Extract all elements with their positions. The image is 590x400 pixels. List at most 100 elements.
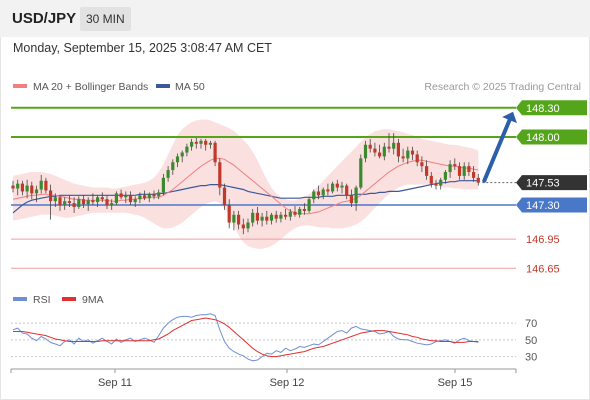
candle [302,203,306,215]
price-levels: 148.30 148.00 147.53 147.30 146.95 146.65 [11,100,587,275]
x-tick-label: Sep 15 [438,377,473,389]
candle [284,208,288,220]
rsi-line [12,313,479,362]
ma9-legend-label: 9MA [82,294,104,306]
bollinger-band-fill [13,119,479,249]
candle [354,185,358,211]
candle [335,179,339,192]
candle-body [119,193,123,198]
candle [237,210,241,230]
candle [373,142,377,157]
candle-body [30,185,34,194]
candle [443,170,447,184]
candle-body [378,152,382,157]
candle [255,206,259,225]
rsi-tick-50: 50 [525,335,537,347]
candle [133,196,137,207]
candle-body [467,166,471,172]
candle-body [128,195,133,203]
candle [81,195,86,208]
projection-arrow [482,111,517,183]
candle-body [96,197,100,203]
candle-body [152,194,156,197]
candle-body [138,195,142,200]
candle [448,160,452,178]
candle-body [11,185,15,189]
candle-body [91,200,95,203]
bollinger-bands [13,119,479,249]
candle [331,181,335,194]
candle [293,206,297,217]
candle [96,195,100,207]
candle [462,162,466,180]
candle [288,208,292,221]
candle-body [67,201,71,204]
x-axis-labels: Sep 11 Sep 12 Sep 15 [10,369,517,389]
candle-body [448,164,452,172]
candle-body [265,216,269,221]
candle-body [251,212,255,223]
candle-body [143,195,147,199]
candle-body [425,166,429,176]
level-label-146-65: 146.65 [526,263,560,275]
candle [39,174,43,194]
candle-body [288,211,292,217]
candle-body [161,177,165,193]
candle [307,197,311,213]
candle-body [237,214,241,225]
projection-arrow-shaft [482,118,512,183]
candle [143,190,147,201]
candle [396,138,400,163]
candle [171,159,175,175]
symbol-title: USD/JPY [12,10,77,27]
rsi-tick-30: 30 [525,352,537,364]
candle [246,218,250,233]
rsi-ma-line [13,317,479,358]
level-label-147-30: 147.30 [526,200,560,212]
candle [166,166,170,182]
candle [312,189,316,204]
rsi-tick-70: 70 [525,318,537,330]
candle [124,191,128,204]
candle [16,179,20,196]
candle-body [180,152,184,157]
candle [185,143,189,157]
candle [434,179,438,190]
candle [53,193,57,207]
candle [119,189,123,200]
candle-body [401,156,405,159]
candle-body [298,208,302,215]
candle-body [100,197,104,200]
candle-body [105,199,109,206]
candle [425,160,429,180]
candle-body [406,150,410,159]
candle-body [274,214,278,219]
candle-body [373,148,377,153]
candle [34,185,39,203]
candle [472,166,476,182]
candle [368,138,372,153]
candle-body [110,203,114,206]
candle-body [20,183,24,192]
candle-body [260,216,264,221]
candle-body [232,214,236,223]
candle [114,191,118,206]
candle-body [326,189,330,192]
candle [227,199,231,229]
candle [49,184,53,220]
candle [157,189,161,200]
candle [58,195,62,211]
ma50-legend-label: MA 50 [175,81,205,93]
candle [476,173,480,186]
candle-body [227,205,231,223]
candle-body [359,158,363,188]
candle [415,150,419,167]
candle-body [321,189,325,196]
candle [147,192,151,203]
candle-body [312,191,316,200]
candle-body [58,197,62,206]
candle [439,177,443,190]
candle [420,156,424,172]
level-label-146-95: 146.95 [526,234,560,246]
timeframe-button[interactable]: 30 MIN [80,7,131,31]
